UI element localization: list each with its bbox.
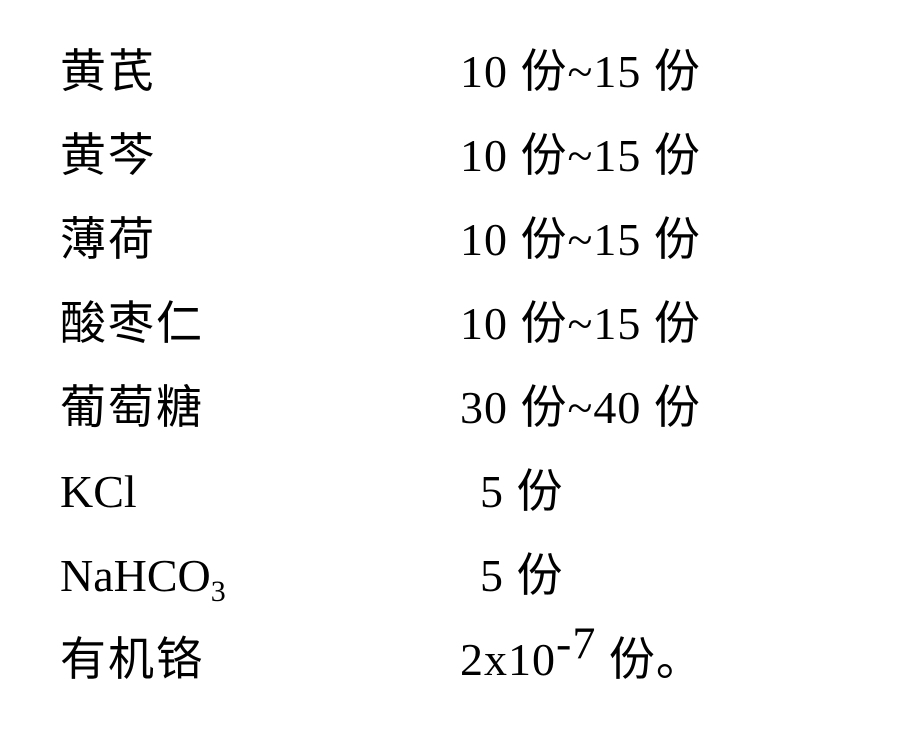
ingredient-row: 酸枣仁 10 份~15 份 xyxy=(60,282,878,366)
ingredient-name: 有机铬 xyxy=(60,618,460,702)
ingredient-amount: 10 份~15 份 xyxy=(460,114,878,198)
ingredient-row: 有机铬 2x10-7 份。 xyxy=(60,618,878,702)
ingredient-table: 黄芪 10 份~15 份 黄芩 10 份~15 份 薄荷 10 份~15 份 酸… xyxy=(0,0,918,732)
ingredient-amount: 5 份 xyxy=(460,450,878,534)
ingredient-row: NaHCO3 5 份 xyxy=(60,534,878,618)
ingredient-amount: 10 份~15 份 xyxy=(460,282,878,366)
ingredient-amount: 10 份~15 份 xyxy=(460,30,878,114)
ingredient-name: KCl xyxy=(60,450,460,534)
ingredient-amount: 10 份~15 份 xyxy=(460,198,878,282)
ingredient-row: 黄芪 10 份~15 份 xyxy=(60,30,878,114)
ingredient-amount: 5 份 xyxy=(460,534,878,618)
ingredient-name: 酸枣仁 xyxy=(60,282,460,366)
ingredient-name: NaHCO3 xyxy=(60,534,460,618)
ingredient-name: 薄荷 xyxy=(60,198,460,282)
ingredient-row: KCl 5 份 xyxy=(60,450,878,534)
ingredient-name: 葡萄糖 xyxy=(60,366,460,450)
ingredient-amount: 30 份~40 份 xyxy=(460,366,878,450)
ingredient-name: 黄芪 xyxy=(60,30,460,114)
ingredient-name: 黄芩 xyxy=(60,114,460,198)
ingredient-row: 黄芩 10 份~15 份 xyxy=(60,114,878,198)
ingredient-amount: 2x10-7 份。 xyxy=(460,618,878,702)
ingredient-row: 葡萄糖 30 份~40 份 xyxy=(60,366,878,450)
ingredient-row: 薄荷 10 份~15 份 xyxy=(60,198,878,282)
